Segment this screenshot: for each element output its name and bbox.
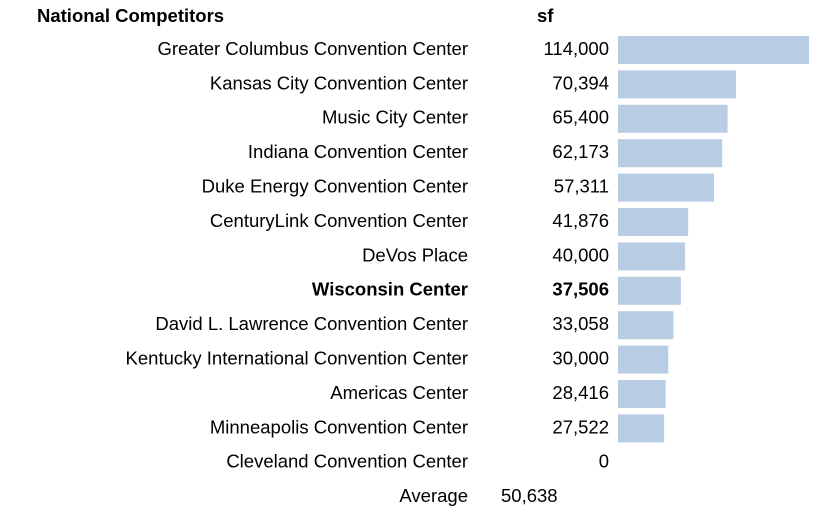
category-label: Cleveland Convention Center <box>226 451 468 472</box>
category-label: Americas Center <box>330 382 468 403</box>
data-bar <box>618 311 674 340</box>
data-bar <box>618 173 715 202</box>
value-label: 57,311 <box>554 175 609 196</box>
data-bar <box>618 380 666 408</box>
data-bar <box>618 276 681 305</box>
data-bar <box>618 242 686 271</box>
category-label: Wisconsin Center <box>312 279 468 300</box>
value-label: 27,522 <box>552 416 609 437</box>
value-label: 41,876 <box>552 210 609 231</box>
value-label: 40,000 <box>552 244 609 265</box>
value-label: 65,400 <box>552 107 609 128</box>
category-label: Music City Center <box>322 107 468 128</box>
category-label: DeVos Place <box>362 244 468 265</box>
category-label: Kansas City Convention Center <box>210 72 468 93</box>
average-value: 50,638 <box>501 485 558 506</box>
data-bar <box>618 139 723 168</box>
value-label: 114,000 <box>544 38 610 59</box>
value-label: 0 <box>599 451 609 472</box>
average-name: Average <box>399 485 468 506</box>
data-bar <box>618 36 809 64</box>
value-label: 33,058 <box>552 313 609 334</box>
data-bar <box>618 414 665 443</box>
value-label: 70,394 <box>552 72 609 93</box>
value-label: 30,000 <box>552 347 609 368</box>
value-header: sf <box>537 5 554 26</box>
value-label: 28,416 <box>552 382 609 403</box>
category-label: David L. Lawrence Convention Center <box>155 313 468 334</box>
data-bar <box>618 208 689 236</box>
category-label: Minneapolis Convention Center <box>210 416 468 437</box>
category-label: Greater Columbus Convention Center <box>157 38 468 59</box>
value-label: 62,173 <box>552 141 609 162</box>
category-label: Kentucky International Convention Center <box>126 347 468 368</box>
category-header: National Competitors <box>37 5 224 26</box>
category-label: CenturyLink Convention Center <box>210 210 468 231</box>
data-bar <box>618 70 736 99</box>
data-bar <box>618 345 669 374</box>
category-label: Indiana Convention Center <box>248 141 468 162</box>
category-label: Duke Energy Convention Center <box>202 175 468 196</box>
value-label: 37,506 <box>552 279 609 300</box>
data-bar <box>618 104 728 133</box>
